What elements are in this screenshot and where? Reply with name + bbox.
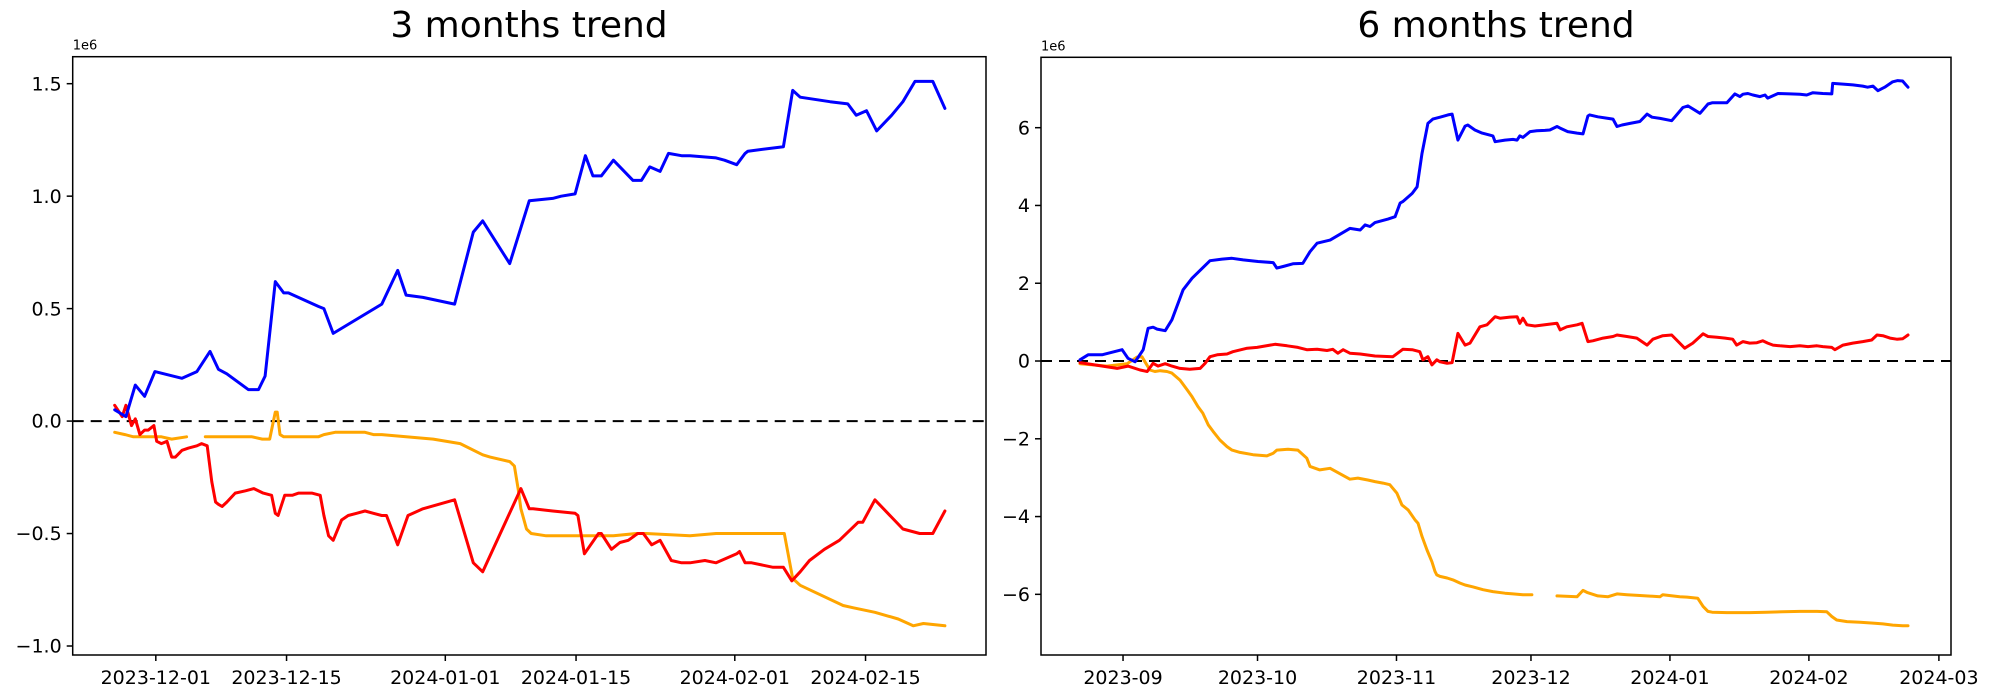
x-tick-label: 2024-01-01 — [390, 667, 500, 689]
y-tick-label: −2 — [1002, 428, 1030, 450]
series-orange-line — [203, 410, 947, 628]
axis-offset-label: 1e6 — [73, 39, 98, 54]
y-tick-label: 0.0 — [31, 411, 61, 433]
plot-area-3-months-trend — [72, 79, 986, 628]
y-tick-label: 2 — [1018, 273, 1030, 295]
series-orange-line — [113, 430, 189, 441]
x-tick-label: 2024-01 — [1630, 667, 1709, 689]
plot-border — [71, 55, 987, 656]
y-tick-label: 0 — [1018, 351, 1030, 373]
x-tick-label: 2024-01-15 — [521, 667, 631, 689]
chart-3-months-trend: 2023-12-01 2023-12-15 2024-01-01 2024-01-15… — [16, 39, 987, 689]
chart-6-months-trend: 2023-09 2023-10 2023-11 2023-12 2024-01 2024-… — [1002, 39, 1979, 689]
x-tick-label: 2024-02-15 — [810, 667, 920, 689]
x-tick-label: 2024-02-01 — [680, 667, 790, 689]
x-axis-6-months-trend: 2023-09 2023-10 2023-11 2023-12 2024-01 2024-… — [1083, 655, 1979, 689]
x-tick-label: 2024-02 — [1769, 667, 1848, 689]
y-tick-label: 1.0 — [31, 186, 61, 208]
x-tick-label: 2024-03 — [1899, 667, 1978, 689]
y-axis-3-months-trend: 1.5 1.0 0.5 0.0 −0.5 −1.0 — [16, 73, 73, 658]
series-red-line — [113, 403, 947, 583]
series-blue-line — [113, 79, 947, 419]
y-tick-label: 1.5 — [31, 73, 61, 95]
series-red-line — [1078, 315, 1910, 373]
x-tick-label: 2023-11 — [1357, 667, 1436, 689]
y-tick-label: 6 — [1018, 117, 1030, 139]
y-axis-6-months-trend: 6 4 2 0 −2 −4 −6 — [1002, 117, 1041, 606]
y-tick-label: 4 — [1018, 195, 1030, 217]
y-tick-label: 0.5 — [31, 298, 61, 320]
x-tick-label: 2023-10 — [1218, 667, 1297, 689]
x-tick-label: 2023-12-15 — [231, 667, 341, 689]
plot-area-6-months-trend — [1041, 79, 1951, 628]
x-tick-label: 2023-09 — [1083, 667, 1162, 689]
left-chart-title: 3 months trend — [390, 5, 668, 46]
series-blue-line — [1078, 79, 1910, 364]
x-tick-label: 2023-12 — [1491, 667, 1570, 689]
y-tick-label: −4 — [1002, 506, 1030, 528]
plot-border — [1040, 56, 1952, 656]
y-tick-label: −6 — [1002, 584, 1030, 606]
right-chart-title: 6 months trend — [1357, 5, 1635, 46]
x-tick-label: 2023-12-01 — [101, 667, 211, 689]
series-orange-line — [1078, 355, 1534, 597]
y-tick-label: −1.0 — [16, 636, 62, 658]
x-axis-3-months-trend: 2023-12-01 2023-12-15 2024-01-01 2024-01-15… — [101, 655, 921, 689]
y-tick-label: −0.5 — [16, 523, 62, 545]
axis-offset-label: 1e6 — [1041, 39, 1066, 54]
series-orange-line — [1555, 588, 1910, 628]
